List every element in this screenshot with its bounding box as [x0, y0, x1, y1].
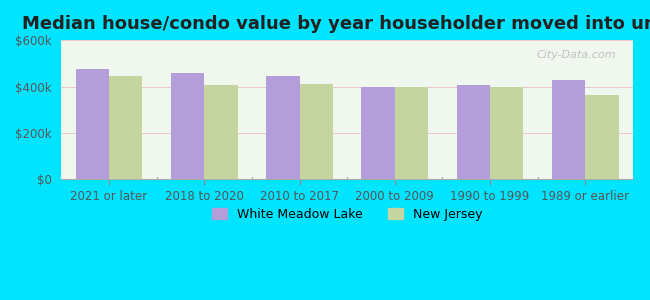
Bar [552, 80, 586, 179]
Bar [586, 95, 619, 179]
Bar [395, 87, 428, 179]
Text: City-Data.com: City-Data.com [536, 50, 616, 60]
Bar [361, 87, 395, 179]
Legend: White Meadow Lake, New Jersey: White Meadow Lake, New Jersey [207, 203, 488, 226]
Bar [171, 73, 204, 179]
Bar [300, 84, 333, 179]
Bar [75, 69, 109, 179]
Bar [490, 87, 523, 179]
Bar [109, 76, 142, 179]
Bar [204, 85, 238, 179]
Bar [266, 76, 300, 179]
Title: Median house/condo value by year householder moved into unit: Median house/condo value by year househo… [23, 15, 650, 33]
Bar [457, 85, 490, 179]
